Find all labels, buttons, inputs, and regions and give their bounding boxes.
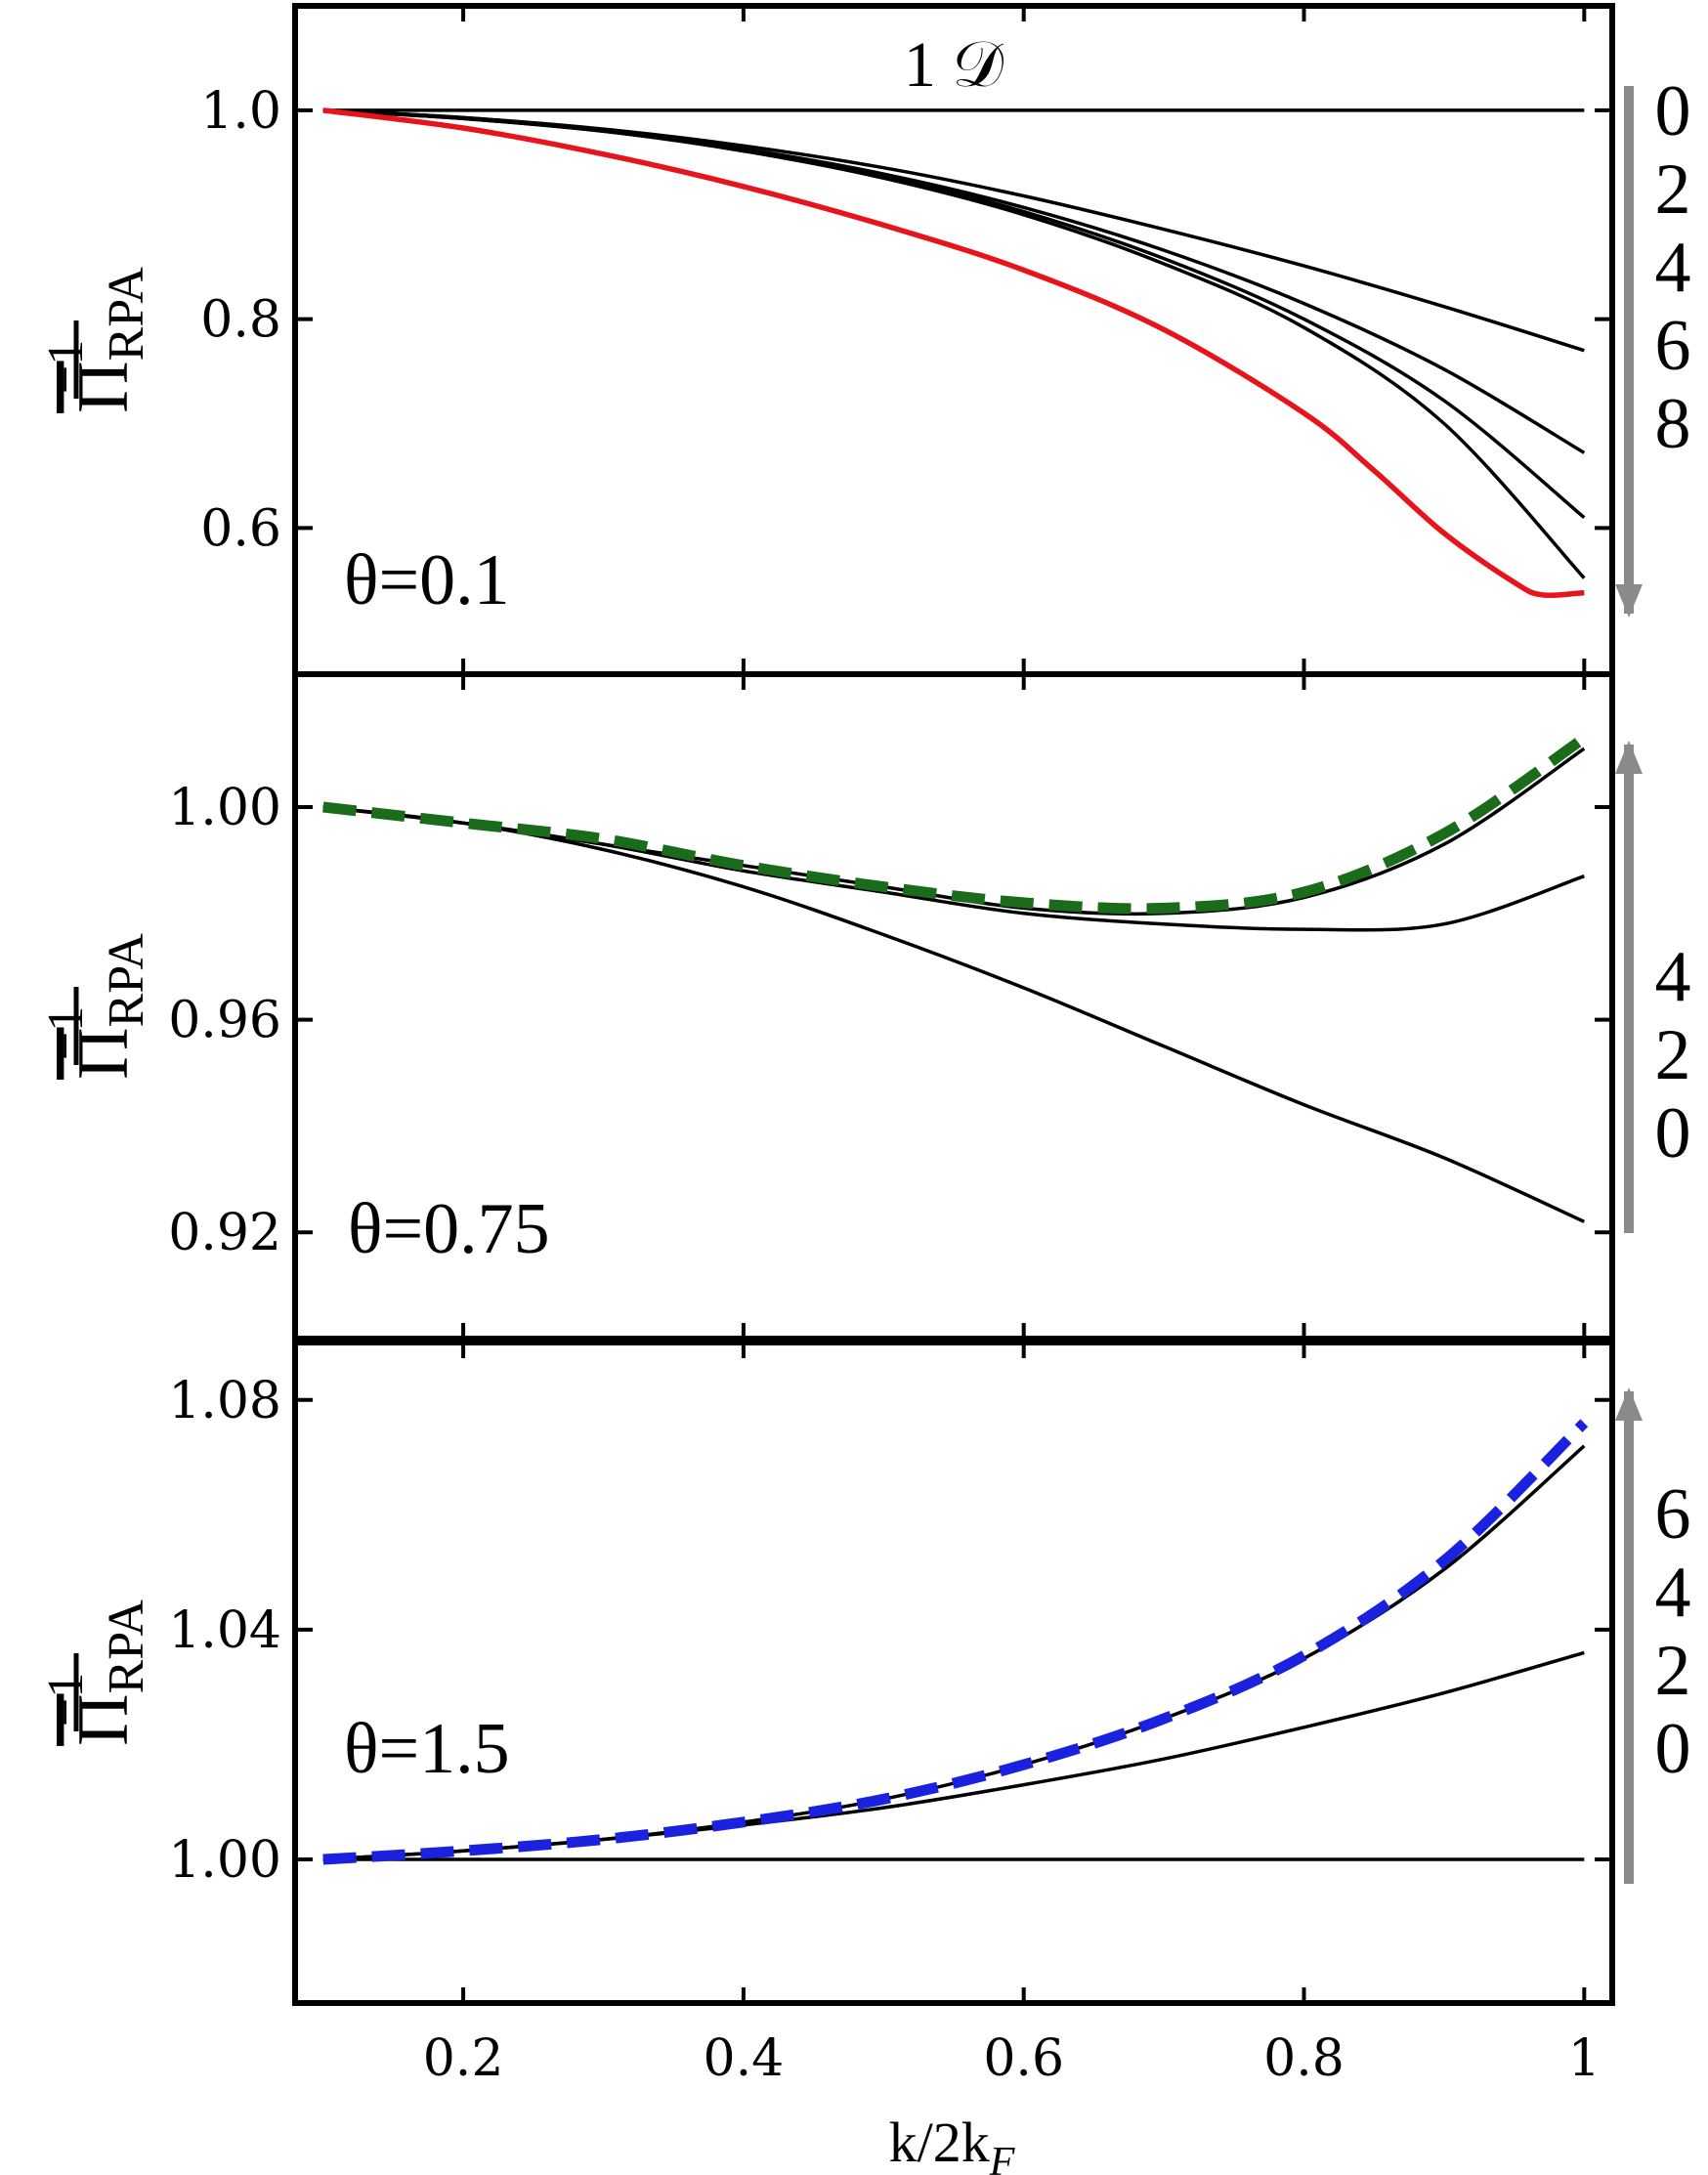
panel-3-frame — [292, 1340, 1615, 2006]
series-line-3 — [322, 746, 1586, 917]
x-axis-label-main: k/2k — [889, 2111, 990, 2174]
x-tick-label-3: 0.6 — [983, 2029, 1064, 2088]
x-tick-labels: 0.2 0.4 0.6 0.8 1 — [423, 2029, 1601, 2088]
x-tick-label-4: 0.8 — [1263, 2029, 1345, 2088]
panel-2-ylabel: ΠRPA−1 — [38, 933, 154, 1080]
sweep-label-1: 6 — [1655, 1474, 1691, 1555]
sweep-arrow-head — [1615, 741, 1643, 774]
sweep-label-1: 4 — [1655, 937, 1691, 1017]
panel-3-ylabel: ΠRPA−1 — [38, 1599, 154, 1746]
dimension-label: 1 𝒟 — [904, 29, 1004, 101]
panel-2-arrow: 420 — [1615, 741, 1691, 1233]
series-line-2 — [322, 1650, 1585, 1861]
y-axis-label-sub: RPA — [99, 933, 154, 1028]
y-axis-label-sub: RPA — [99, 267, 154, 362]
panel-1-ylabel: ΠRPA−1 — [38, 267, 154, 413]
y-tick-label-3: 1.08 — [168, 1372, 281, 1430]
y-axis-label-sup: −1 — [38, 340, 94, 394]
series-line-6 — [322, 107, 1585, 599]
sweep-label-4: 0 — [1655, 1709, 1691, 1789]
sweep-label-5: 8 — [1655, 384, 1691, 464]
series-line-4 — [322, 733, 1588, 915]
panel-2-frame — [292, 671, 1615, 1342]
y-tick-label-2: 0.96 — [168, 992, 281, 1050]
panel-3-ticks: 1.00 1.04 1.08 — [168, 1343, 1612, 2003]
series-line-5 — [322, 108, 1586, 579]
panel-2-theta-label: θ=0.75 — [348, 1189, 550, 1269]
series-line-2 — [322, 108, 1585, 353]
series-line-4 — [322, 1419, 1589, 1865]
sweep-label-4: 6 — [1655, 306, 1691, 386]
y-axis-label: ΠRPA−1 — [38, 933, 154, 1080]
y-tick-label-3: 1.0 — [200, 82, 281, 141]
x-tick-label-1: 0.2 — [423, 2029, 504, 2088]
series-line-4 — [322, 108, 1586, 520]
sweep-arrow-head — [1615, 584, 1643, 618]
sweep-label-2: 4 — [1655, 1553, 1691, 1633]
panel-1-curves — [322, 107, 1586, 599]
y-axis-label: ΠRPA−1 — [38, 1599, 154, 1746]
sweep-arrow-head — [1615, 1387, 1643, 1421]
panel-1-theta-label: θ=0.1 — [344, 540, 510, 620]
sweep-label-2: 2 — [1655, 149, 1691, 230]
x-tick-label-2: 0.4 — [704, 2029, 785, 2088]
panel-2-curves — [322, 733, 1588, 1223]
y-axis-label-sup: −1 — [38, 1006, 94, 1060]
panel-1-ticks: 0.6 0.8 1.0 — [200, 6, 1612, 674]
y-tick-label-2: 0.8 — [200, 291, 281, 350]
panel-3-curves — [322, 1419, 1589, 1865]
y-axis-label-sub: RPA — [99, 1599, 154, 1694]
panel-3-theta-label: θ=1.5 — [344, 1709, 510, 1789]
y-tick-label-1: 0.92 — [168, 1204, 281, 1262]
y-tick-label-1: 0.6 — [200, 499, 281, 558]
y-axis-label: ΠRPA−1 — [38, 267, 154, 413]
x-axis-label: k/2kF — [889, 2111, 1015, 2175]
panel-theta-0-75: 0.92 0.96 1.00 θ=0.75 ΠRPA−1 420 — [38, 671, 1691, 1342]
y-tick-label-1: 1.00 — [168, 1831, 281, 1890]
sweep-label-3: 4 — [1655, 228, 1691, 308]
series-line-3 — [322, 108, 1586, 454]
sweep-label-3: 0 — [1655, 1093, 1691, 1173]
x-axis-label-sub: F — [989, 2140, 1015, 2175]
y-tick-label-3: 1.00 — [168, 779, 281, 837]
sweep-label-1: 0 — [1655, 71, 1691, 151]
sweep-label-2: 2 — [1655, 1015, 1691, 1095]
x-tick-label-5: 1 — [1568, 2029, 1601, 2088]
y-tick-label-2: 1.04 — [168, 1601, 281, 1660]
panel-2-ticks: 0.92 0.96 1.00 — [168, 674, 1612, 1339]
sweep-label-3: 2 — [1655, 1631, 1691, 1711]
y-axis-label-sup: −1 — [38, 1673, 94, 1727]
